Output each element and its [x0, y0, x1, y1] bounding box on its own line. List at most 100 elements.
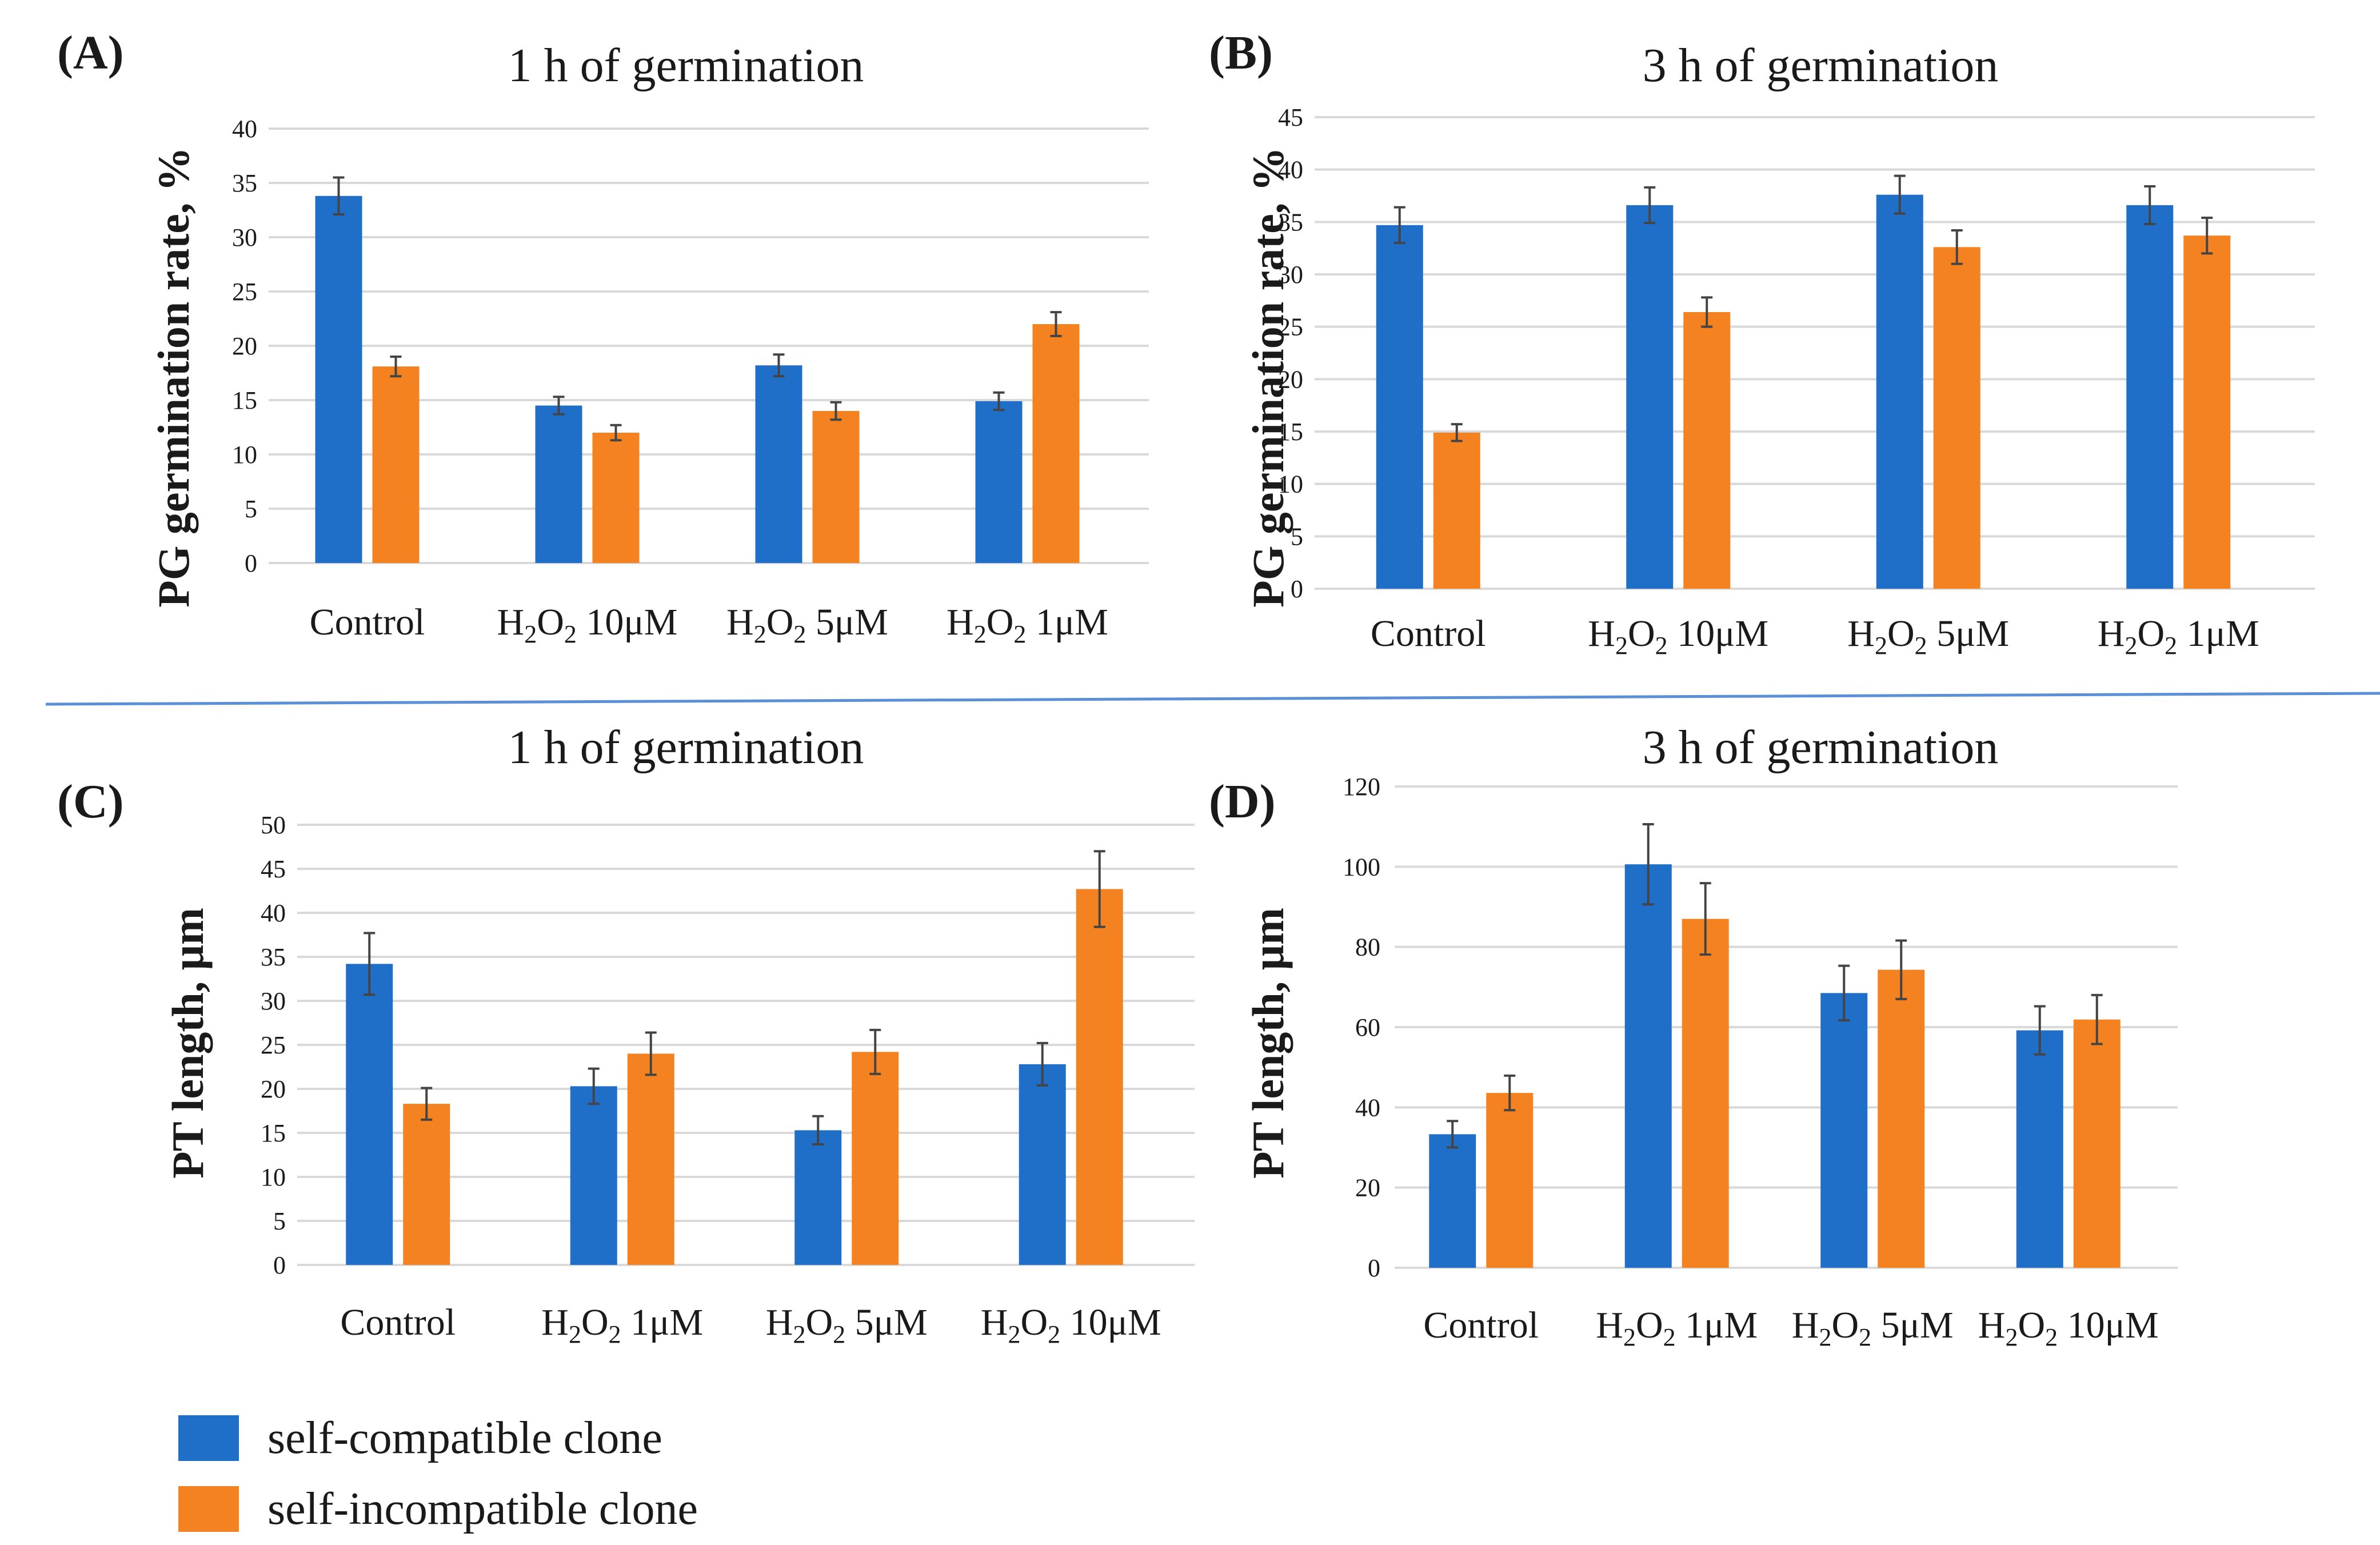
y-axis-label: PG germination rate, % [1243, 147, 1293, 608]
bar-self-incompatible [812, 411, 860, 563]
y-tick-label: 40 [261, 899, 286, 927]
y-tick-label: 50 [261, 811, 286, 839]
y-tick-label: 25 [261, 1031, 286, 1059]
bar-self-incompatible [1933, 247, 1980, 589]
bar-self-incompatible [2073, 1019, 2121, 1268]
legend-swatch-self-compatible [178, 1415, 239, 1461]
x-category-label: H2O2 1μM [2098, 613, 2259, 660]
panel-separator-line [45, 692, 2380, 706]
bar-self-incompatible [372, 366, 420, 563]
y-tick-label: 35 [261, 943, 286, 971]
y-tick-label: 20 [232, 332, 257, 360]
y-tick-label: 15 [232, 386, 257, 414]
y-tick-label: 15 [1278, 418, 1303, 446]
y-tick-label: 45 [1278, 103, 1303, 131]
y-tick-label: 0 [1291, 575, 1303, 603]
x-category-label: H2O2 5μM [1847, 613, 2009, 660]
x-category-label: Control [1423, 1304, 1539, 1346]
y-tick-label: 10 [232, 441, 257, 469]
y-tick-label: 30 [1278, 261, 1303, 289]
y-tick-label: 25 [1278, 313, 1303, 341]
y-tick-label: 60 [1355, 1013, 1380, 1041]
y-tick-label: 20 [261, 1075, 286, 1103]
chart-panels: 0 5 10 15 20 25 30 35 40 1 h of germination (A) PG … [57, 26, 2315, 1351]
legend-label-self-compatible: self-compatible clone [267, 1413, 662, 1463]
y-axis-label: PT length, μm [1243, 908, 1293, 1179]
y-tick-label: 5 [1291, 522, 1303, 550]
x-category-label: Control [310, 601, 425, 643]
x-category-label: Control [1371, 613, 1486, 654]
bar-self-incompatible [1878, 969, 1925, 1268]
y-axis-label: PT length, μm [163, 908, 213, 1179]
bar-self-compatible [1376, 225, 1423, 589]
panel-letter: (C) [57, 775, 124, 828]
panel-title: 3 h of germination [1643, 721, 1999, 774]
y-tick-label: 80 [1355, 933, 1380, 961]
legend-label-self-incompatible: self-incompatible clone [267, 1484, 698, 1534]
y-tick-label: 30 [232, 223, 257, 251]
panel-letter: (B) [1209, 26, 1273, 79]
y-tick-label: 40 [1278, 156, 1303, 184]
bar-self-compatible [346, 964, 393, 1265]
y-tick-label: 0 [245, 549, 257, 577]
bar-self-compatible [1019, 1064, 1066, 1265]
bar-self-incompatible [592, 433, 640, 563]
x-category-label: H2O2 5μM [1792, 1304, 1954, 1351]
bar-self-compatible [794, 1130, 842, 1265]
chart-panel-a: 0 5 10 15 20 25 30 35 40 1 h of germination (A) PG … [57, 26, 1149, 648]
y-tick-label: 5 [245, 495, 257, 523]
bar-self-incompatible [1486, 1093, 1534, 1268]
bar-self-incompatible [1682, 919, 1729, 1268]
x-category-label: H2O2 10μM [497, 601, 678, 648]
y-tick-label: 40 [1355, 1093, 1380, 1121]
bar-self-incompatible [1683, 312, 1731, 589]
x-category-label: Control [340, 1302, 456, 1343]
bar-self-incompatible [1076, 889, 1123, 1265]
x-category-label: H2O2 10μM [1978, 1304, 2159, 1351]
y-tick-label: 30 [261, 987, 286, 1015]
x-category-label: H2O2 1μM [541, 1302, 703, 1348]
y-tick-label: 120 [1343, 773, 1380, 801]
chart-panel-b: 0 5 10 15 20 25 30 35 40 45 3 h of germination (B) P… [1209, 26, 2315, 660]
bar-self-compatible [755, 365, 802, 563]
chart-panel-c: 0 5 10 15 20 25 30 35 40 45 50 1 h of germination (C… [57, 721, 1195, 1348]
y-tick-label: 15 [261, 1119, 286, 1147]
bar-self-incompatible [627, 1053, 674, 1265]
x-category-label: H2O2 5μM [726, 601, 888, 648]
bar-self-incompatible [852, 1052, 899, 1265]
y-axis-label: PG germination rate, % [149, 147, 198, 608]
x-category-label: H2O2 5μM [766, 1302, 928, 1348]
bar-self-compatible [1626, 205, 1674, 589]
y-tick-label: 45 [261, 855, 286, 883]
bar-self-incompatible [403, 1104, 450, 1265]
panel-title: 1 h of germination [508, 39, 864, 92]
panel-letter: (A) [57, 26, 124, 79]
legend-swatch-self-incompatible [178, 1486, 239, 1532]
y-tick-label: 10 [1278, 470, 1303, 498]
y-tick-label: 100 [1343, 853, 1380, 881]
y-tick-label: 20 [1278, 365, 1303, 393]
bar-self-compatible [975, 401, 1023, 563]
bar-self-compatible [1876, 194, 1923, 589]
panel-title: 3 h of germination [1643, 39, 1999, 92]
y-tick-label: 10 [261, 1163, 286, 1191]
x-category-label: H2O2 10μM [1588, 613, 1768, 660]
y-tick-label: 5 [273, 1207, 286, 1235]
y-tick-label: 0 [1368, 1254, 1380, 1282]
x-category-label: H2O2 1μM [1596, 1304, 1758, 1351]
bar-self-compatible [1624, 864, 1672, 1268]
panel-title: 1 h of germination [508, 721, 864, 774]
y-tick-label: 0 [273, 1251, 286, 1279]
bar-self-compatible [315, 195, 362, 563]
y-tick-label: 25 [232, 278, 257, 306]
bar-self-compatible [2016, 1030, 2063, 1268]
y-tick-label: 20 [1355, 1174, 1380, 1202]
y-tick-label: 35 [232, 169, 257, 197]
bar-self-incompatible [1032, 324, 1080, 563]
y-tick-label: 35 [1278, 208, 1303, 236]
bar-self-compatible [2126, 205, 2174, 589]
x-category-label: H2O2 10μM [981, 1302, 1161, 1348]
bar-self-compatible [570, 1086, 617, 1265]
chart-panel-d: 0 20 40 60 80 100 120 3 h of germination (D) PT l… [1209, 721, 2178, 1351]
